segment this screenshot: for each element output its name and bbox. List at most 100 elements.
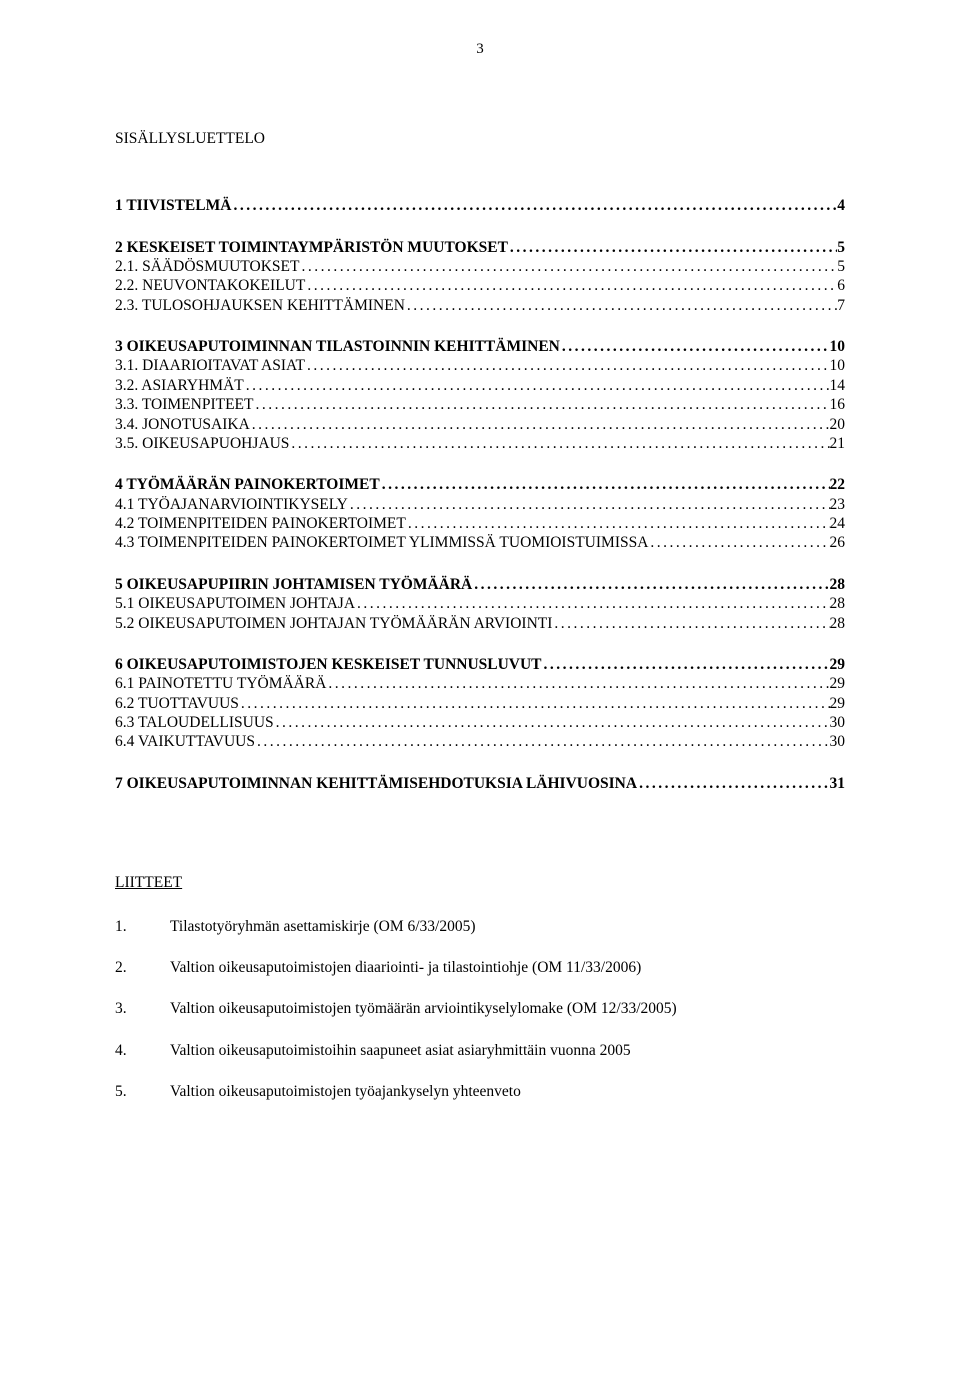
toc-page: 10 <box>830 337 846 356</box>
toc-page: 28 <box>830 575 846 594</box>
toc-label: 3.3. TOIMENPITEET <box>115 395 254 414</box>
toc-row: 4.3 TOIMENPITEIDEN PAINOKERTOIMET YLIMMI… <box>115 533 845 552</box>
toc-leader-dots <box>250 415 830 434</box>
toc-row: 5 OIKEUSAPUPIIRIN JOHTAMISEN TYÖMÄÄRÄ 28 <box>115 575 845 594</box>
toc-label: 5 OIKEUSAPUPIIRIN JOHTAMISEN TYÖMÄÄRÄ <box>115 575 472 594</box>
toc-leader-dots <box>254 395 830 414</box>
toc-row: 2.1. SÄÄDÖSMUUTOKSET 5 <box>115 257 845 276</box>
toc-label: 6.2 TUOTTAVUUS <box>115 694 239 713</box>
toc-label: 2.2. NEUVONTAKOKEILUT <box>115 276 305 295</box>
toc-leader-dots <box>560 337 830 356</box>
toc-leader-dots <box>305 276 837 295</box>
attachment-text: Valtion oikeusaputoimistojen työajankyse… <box>170 1082 521 1101</box>
toc-page: 28 <box>830 594 846 613</box>
toc-page: 5 <box>837 257 845 276</box>
toc-row: 6.1 PAINOTETTU TYÖMÄÄRÄ29 <box>115 674 845 693</box>
toc-label: 3.4. JONOTUSAIKA <box>115 415 250 434</box>
toc-page: 29 <box>830 674 846 693</box>
attachments-title: LIITTEET <box>115 873 845 892</box>
toc-page: 29 <box>830 694 846 713</box>
toc-leader-dots <box>239 694 830 713</box>
toc-leader-dots <box>348 495 830 514</box>
toc-leader-dots <box>405 296 837 315</box>
toc-label: 5.1 OIKEUSAPUTOIMEN JOHTAJA <box>115 594 355 613</box>
toc-leader-dots <box>637 774 829 793</box>
attachment-item: 2.Valtion oikeusaputoimistojen diaarioin… <box>115 958 845 977</box>
toc-leader-dots <box>231 196 837 215</box>
toc-page: 20 <box>830 415 846 434</box>
toc-page: 30 <box>830 713 846 732</box>
toc-page: 23 <box>830 495 846 514</box>
toc-leader-dots <box>552 614 829 633</box>
toc-label: 3.2. ASIARYHMÄT <box>115 376 244 395</box>
toc-label: 2.1. SÄÄDÖSMUUTOKSET <box>115 257 299 276</box>
toc-label: 3.5. OIKEUSAPUOHJAUS <box>115 434 289 453</box>
attachment-text: Valtion oikeusaputoimistojen työmäärän a… <box>170 999 677 1018</box>
toc-page: 21 <box>830 434 846 453</box>
toc-leader-dots <box>299 257 837 276</box>
toc-label: 4.3 TOIMENPITEIDEN PAINOKERTOIMET YLIMMI… <box>115 533 648 552</box>
toc-row: 2.2. NEUVONTAKOKEILUT6 <box>115 276 845 295</box>
page-number: 3 <box>115 40 845 59</box>
toc-leader-dots <box>355 594 829 613</box>
toc-row: 4.1 TYÖAJANARVIOINTIKYSELY23 <box>115 495 845 514</box>
attachment-item: 4.Valtion oikeusaputoimistoihin saapunee… <box>115 1041 845 1060</box>
toc-page: 4 <box>837 196 845 215</box>
toc-row: 3.1. DIAARIOITAVAT ASIAT10 <box>115 356 845 375</box>
toc-page: 22 <box>830 475 846 494</box>
attachment-number: 3. <box>115 999 170 1018</box>
toc-label: 3.1. DIAARIOITAVAT ASIAT <box>115 356 305 375</box>
attachment-text: Valtion oikeusaputoimistojen diaariointi… <box>170 958 641 977</box>
toc-label: 3 OIKEUSAPUTOIMINNAN TILASTOINNIN KEHITT… <box>115 337 560 356</box>
attachment-item: 1.Tilastotyöryhmän asettamiskirje (OM 6/… <box>115 917 845 936</box>
toc-row: 3 OIKEUSAPUTOIMINNAN TILASTOINNIN KEHITT… <box>115 337 845 356</box>
toc-leader-dots <box>255 732 830 751</box>
toc-label: 4 TYÖMÄÄRÄN PAINOKERTOIMET <box>115 475 380 494</box>
toc-leader-dots <box>274 713 830 732</box>
attachment-number: 4. <box>115 1041 170 1060</box>
toc-page: 28 <box>830 614 846 633</box>
toc-row: 5.1 OIKEUSAPUTOIMEN JOHTAJA 28 <box>115 594 845 613</box>
attachment-item: 3.Valtion oikeusaputoimistojen työmäärän… <box>115 999 845 1018</box>
toc-row: 6.3 TALOUDELLISUUS 30 <box>115 713 845 732</box>
toc-row: 6.2 TUOTTAVUUS 29 <box>115 694 845 713</box>
toc-label: 7 OIKEUSAPUTOIMINNAN KEHITTÄMISEHDOTUKSI… <box>115 774 637 793</box>
toc-leader-dots <box>648 533 829 552</box>
toc-row: 2.3. TULOSOHJAUKSEN KEHITTÄMINEN7 <box>115 296 845 315</box>
toc-page: 7 <box>837 296 845 315</box>
toc-leader-dots <box>380 475 830 494</box>
toc-container: 1 TIIVISTELMÄ 4 2 KESKEISET TOIMINTAYMPÄRI… <box>115 196 845 793</box>
toc-row: 3.3. TOIMENPITEET16 <box>115 395 845 414</box>
attachment-number: 1. <box>115 917 170 936</box>
toc-row: 3.5. OIKEUSAPUOHJAUS 21 <box>115 434 845 453</box>
toc-label: 6.3 TALOUDELLISUUS <box>115 713 274 732</box>
toc-row: 6.4 VAIKUTTAVUUS 30 <box>115 732 845 751</box>
toc-label: 4.2 TOIMENPITEIDEN PAINOKERTOIMET <box>115 514 406 533</box>
toc-page: 30 <box>830 732 846 751</box>
toc-label: 6 OIKEUSAPUTOIMISTOJEN KESKEISET TUNNUSL… <box>115 655 542 674</box>
toc-title: SISÄLLYSLUETTELO <box>115 129 845 148</box>
toc-page: 31 <box>830 774 846 793</box>
toc-row: 6 OIKEUSAPUTOIMISTOJEN KESKEISET TUNNUSL… <box>115 655 845 674</box>
attachment-text: Tilastotyöryhmän asettamiskirje (OM 6/33… <box>170 917 476 936</box>
attachment-item: 5.Valtion oikeusaputoimistojen työajanky… <box>115 1082 845 1101</box>
attachment-number: 5. <box>115 1082 170 1101</box>
toc-leader-dots <box>508 238 837 257</box>
attachment-number: 2. <box>115 958 170 977</box>
toc-page: 29 <box>830 655 846 674</box>
toc-label: 1 TIIVISTELMÄ <box>115 196 231 215</box>
toc-leader-dots <box>326 674 829 693</box>
toc-row: 1 TIIVISTELMÄ 4 <box>115 196 845 215</box>
toc-row: 5.2 OIKEUSAPUTOIMEN JOHTAJAN TYÖMÄÄRÄN A… <box>115 614 845 633</box>
attachment-text: Valtion oikeusaputoimistoihin saapuneet … <box>170 1041 631 1060</box>
toc-leader-dots <box>289 434 829 453</box>
toc-leader-dots <box>406 514 830 533</box>
toc-row: 7 OIKEUSAPUTOIMINNAN KEHITTÄMISEHDOTUKSI… <box>115 774 845 793</box>
toc-leader-dots <box>244 376 830 395</box>
toc-page: 5 <box>837 238 845 257</box>
toc-label: 6.4 VAIKUTTAVUUS <box>115 732 255 751</box>
toc-row: 3.2. ASIARYHMÄT14 <box>115 376 845 395</box>
toc-row: 2 KESKEISET TOIMINTAYMPÄRISTÖN MUUTOKSET… <box>115 238 845 257</box>
toc-label: 2 KESKEISET TOIMINTAYMPÄRISTÖN MUUTOKSET <box>115 238 508 257</box>
toc-leader-dots <box>305 356 830 375</box>
